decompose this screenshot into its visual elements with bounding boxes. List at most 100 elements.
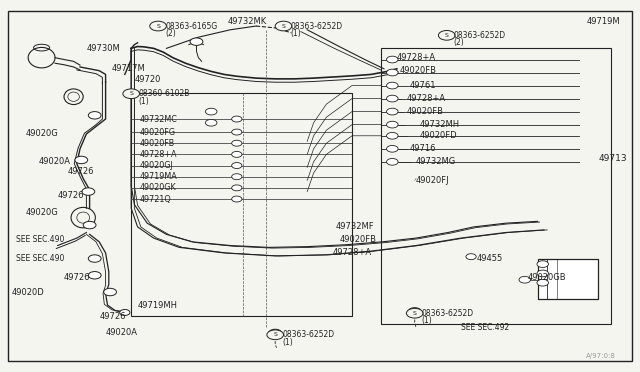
Text: 49020FB: 49020FB bbox=[400, 66, 437, 75]
Circle shape bbox=[387, 69, 398, 76]
Text: 49020D: 49020D bbox=[12, 288, 44, 296]
Bar bbox=[131, 93, 352, 316]
Circle shape bbox=[88, 255, 101, 262]
Text: 49020A: 49020A bbox=[106, 328, 138, 337]
Circle shape bbox=[232, 174, 242, 180]
Circle shape bbox=[232, 163, 242, 169]
Text: 49020GB: 49020GB bbox=[528, 273, 566, 282]
Circle shape bbox=[387, 145, 398, 152]
Text: 49020FB: 49020FB bbox=[140, 139, 175, 148]
Text: 49732MG: 49732MG bbox=[416, 157, 456, 166]
Text: 49728+A: 49728+A bbox=[140, 150, 177, 159]
Circle shape bbox=[88, 272, 101, 279]
Circle shape bbox=[75, 156, 88, 164]
Text: 49020A: 49020A bbox=[38, 157, 70, 166]
Text: 08363-6252D: 08363-6252D bbox=[291, 22, 342, 31]
Text: 49020G: 49020G bbox=[26, 208, 58, 217]
Circle shape bbox=[205, 108, 217, 115]
Text: 49720: 49720 bbox=[134, 76, 161, 84]
Circle shape bbox=[82, 188, 95, 195]
Circle shape bbox=[232, 129, 242, 135]
Circle shape bbox=[269, 329, 282, 337]
Text: 49020FD: 49020FD bbox=[419, 131, 457, 140]
Text: 49020GJ: 49020GJ bbox=[140, 161, 173, 170]
Text: S: S bbox=[413, 311, 417, 316]
Circle shape bbox=[275, 21, 292, 31]
Circle shape bbox=[438, 31, 455, 40]
Text: S: S bbox=[445, 33, 449, 38]
Text: 49728+A: 49728+A bbox=[333, 248, 372, 257]
Bar bbox=[381, 48, 611, 324]
Text: 49719M: 49719M bbox=[586, 17, 620, 26]
Circle shape bbox=[387, 56, 398, 63]
Circle shape bbox=[88, 112, 101, 119]
Circle shape bbox=[537, 270, 548, 277]
Circle shape bbox=[387, 95, 398, 102]
Text: 49732MC: 49732MC bbox=[140, 115, 177, 124]
Text: 08363-6165G: 08363-6165G bbox=[165, 22, 218, 31]
Circle shape bbox=[123, 89, 140, 99]
Text: SEE SEC.492: SEE SEC.492 bbox=[461, 323, 509, 332]
Text: 49713: 49713 bbox=[598, 154, 627, 163]
Text: 49761: 49761 bbox=[410, 81, 436, 90]
Text: 49020FB: 49020FB bbox=[406, 107, 444, 116]
Circle shape bbox=[232, 151, 242, 157]
Text: (1): (1) bbox=[138, 97, 149, 106]
Text: 49717M: 49717M bbox=[112, 64, 146, 73]
Text: (1): (1) bbox=[422, 316, 433, 325]
Text: (2): (2) bbox=[454, 38, 465, 47]
Text: S: S bbox=[273, 332, 277, 337]
Circle shape bbox=[232, 196, 242, 202]
Text: SEE SEC.490: SEE SEC.490 bbox=[16, 254, 65, 263]
Circle shape bbox=[83, 221, 96, 229]
Text: 49020FG: 49020FG bbox=[140, 128, 175, 137]
Text: 49726: 49726 bbox=[99, 312, 125, 321]
Text: 08363-6252D: 08363-6252D bbox=[282, 330, 334, 339]
Text: (1): (1) bbox=[282, 338, 293, 347]
Circle shape bbox=[232, 140, 242, 146]
Text: A/97:0:8: A/97:0:8 bbox=[586, 353, 616, 359]
Circle shape bbox=[408, 308, 421, 315]
Circle shape bbox=[232, 116, 242, 122]
Circle shape bbox=[537, 279, 548, 286]
Circle shape bbox=[232, 185, 242, 191]
Circle shape bbox=[537, 261, 548, 267]
Text: 49726: 49726 bbox=[58, 191, 84, 200]
Text: 49732MH: 49732MH bbox=[419, 120, 460, 129]
Text: S: S bbox=[156, 23, 160, 29]
Circle shape bbox=[120, 310, 130, 315]
Text: 49726: 49726 bbox=[64, 273, 90, 282]
Text: 08360-6102B: 08360-6102B bbox=[138, 89, 189, 98]
Text: 49020G: 49020G bbox=[26, 129, 58, 138]
Text: (1): (1) bbox=[291, 29, 301, 38]
Text: SEE SEC.490: SEE SEC.490 bbox=[16, 235, 65, 244]
Text: 49020GK: 49020GK bbox=[140, 183, 176, 192]
Circle shape bbox=[387, 108, 398, 115]
Text: S: S bbox=[129, 91, 133, 96]
Text: 49728+A: 49728+A bbox=[397, 53, 436, 62]
Text: S: S bbox=[282, 23, 285, 29]
Circle shape bbox=[387, 82, 398, 89]
Text: 49020FJ: 49020FJ bbox=[416, 176, 450, 185]
Text: 49732MF: 49732MF bbox=[336, 222, 374, 231]
Text: 49726: 49726 bbox=[67, 167, 93, 176]
Circle shape bbox=[150, 21, 166, 31]
Text: 49020FB: 49020FB bbox=[339, 235, 376, 244]
Text: 49732MK: 49732MK bbox=[227, 17, 266, 26]
Circle shape bbox=[387, 158, 398, 165]
Text: 49455: 49455 bbox=[477, 254, 503, 263]
Circle shape bbox=[190, 38, 203, 45]
Circle shape bbox=[466, 254, 476, 260]
Circle shape bbox=[205, 119, 217, 126]
Circle shape bbox=[387, 132, 398, 139]
Text: 49719MH: 49719MH bbox=[138, 301, 178, 310]
Text: 49728+A: 49728+A bbox=[406, 94, 445, 103]
Circle shape bbox=[387, 121, 398, 128]
Circle shape bbox=[406, 308, 423, 318]
Text: 08363-6252D: 08363-6252D bbox=[454, 31, 506, 40]
Circle shape bbox=[104, 288, 116, 296]
Text: 49716: 49716 bbox=[410, 144, 436, 153]
Text: 49719MA: 49719MA bbox=[140, 172, 177, 181]
Bar bbox=[538, 259, 598, 299]
Circle shape bbox=[519, 276, 531, 283]
